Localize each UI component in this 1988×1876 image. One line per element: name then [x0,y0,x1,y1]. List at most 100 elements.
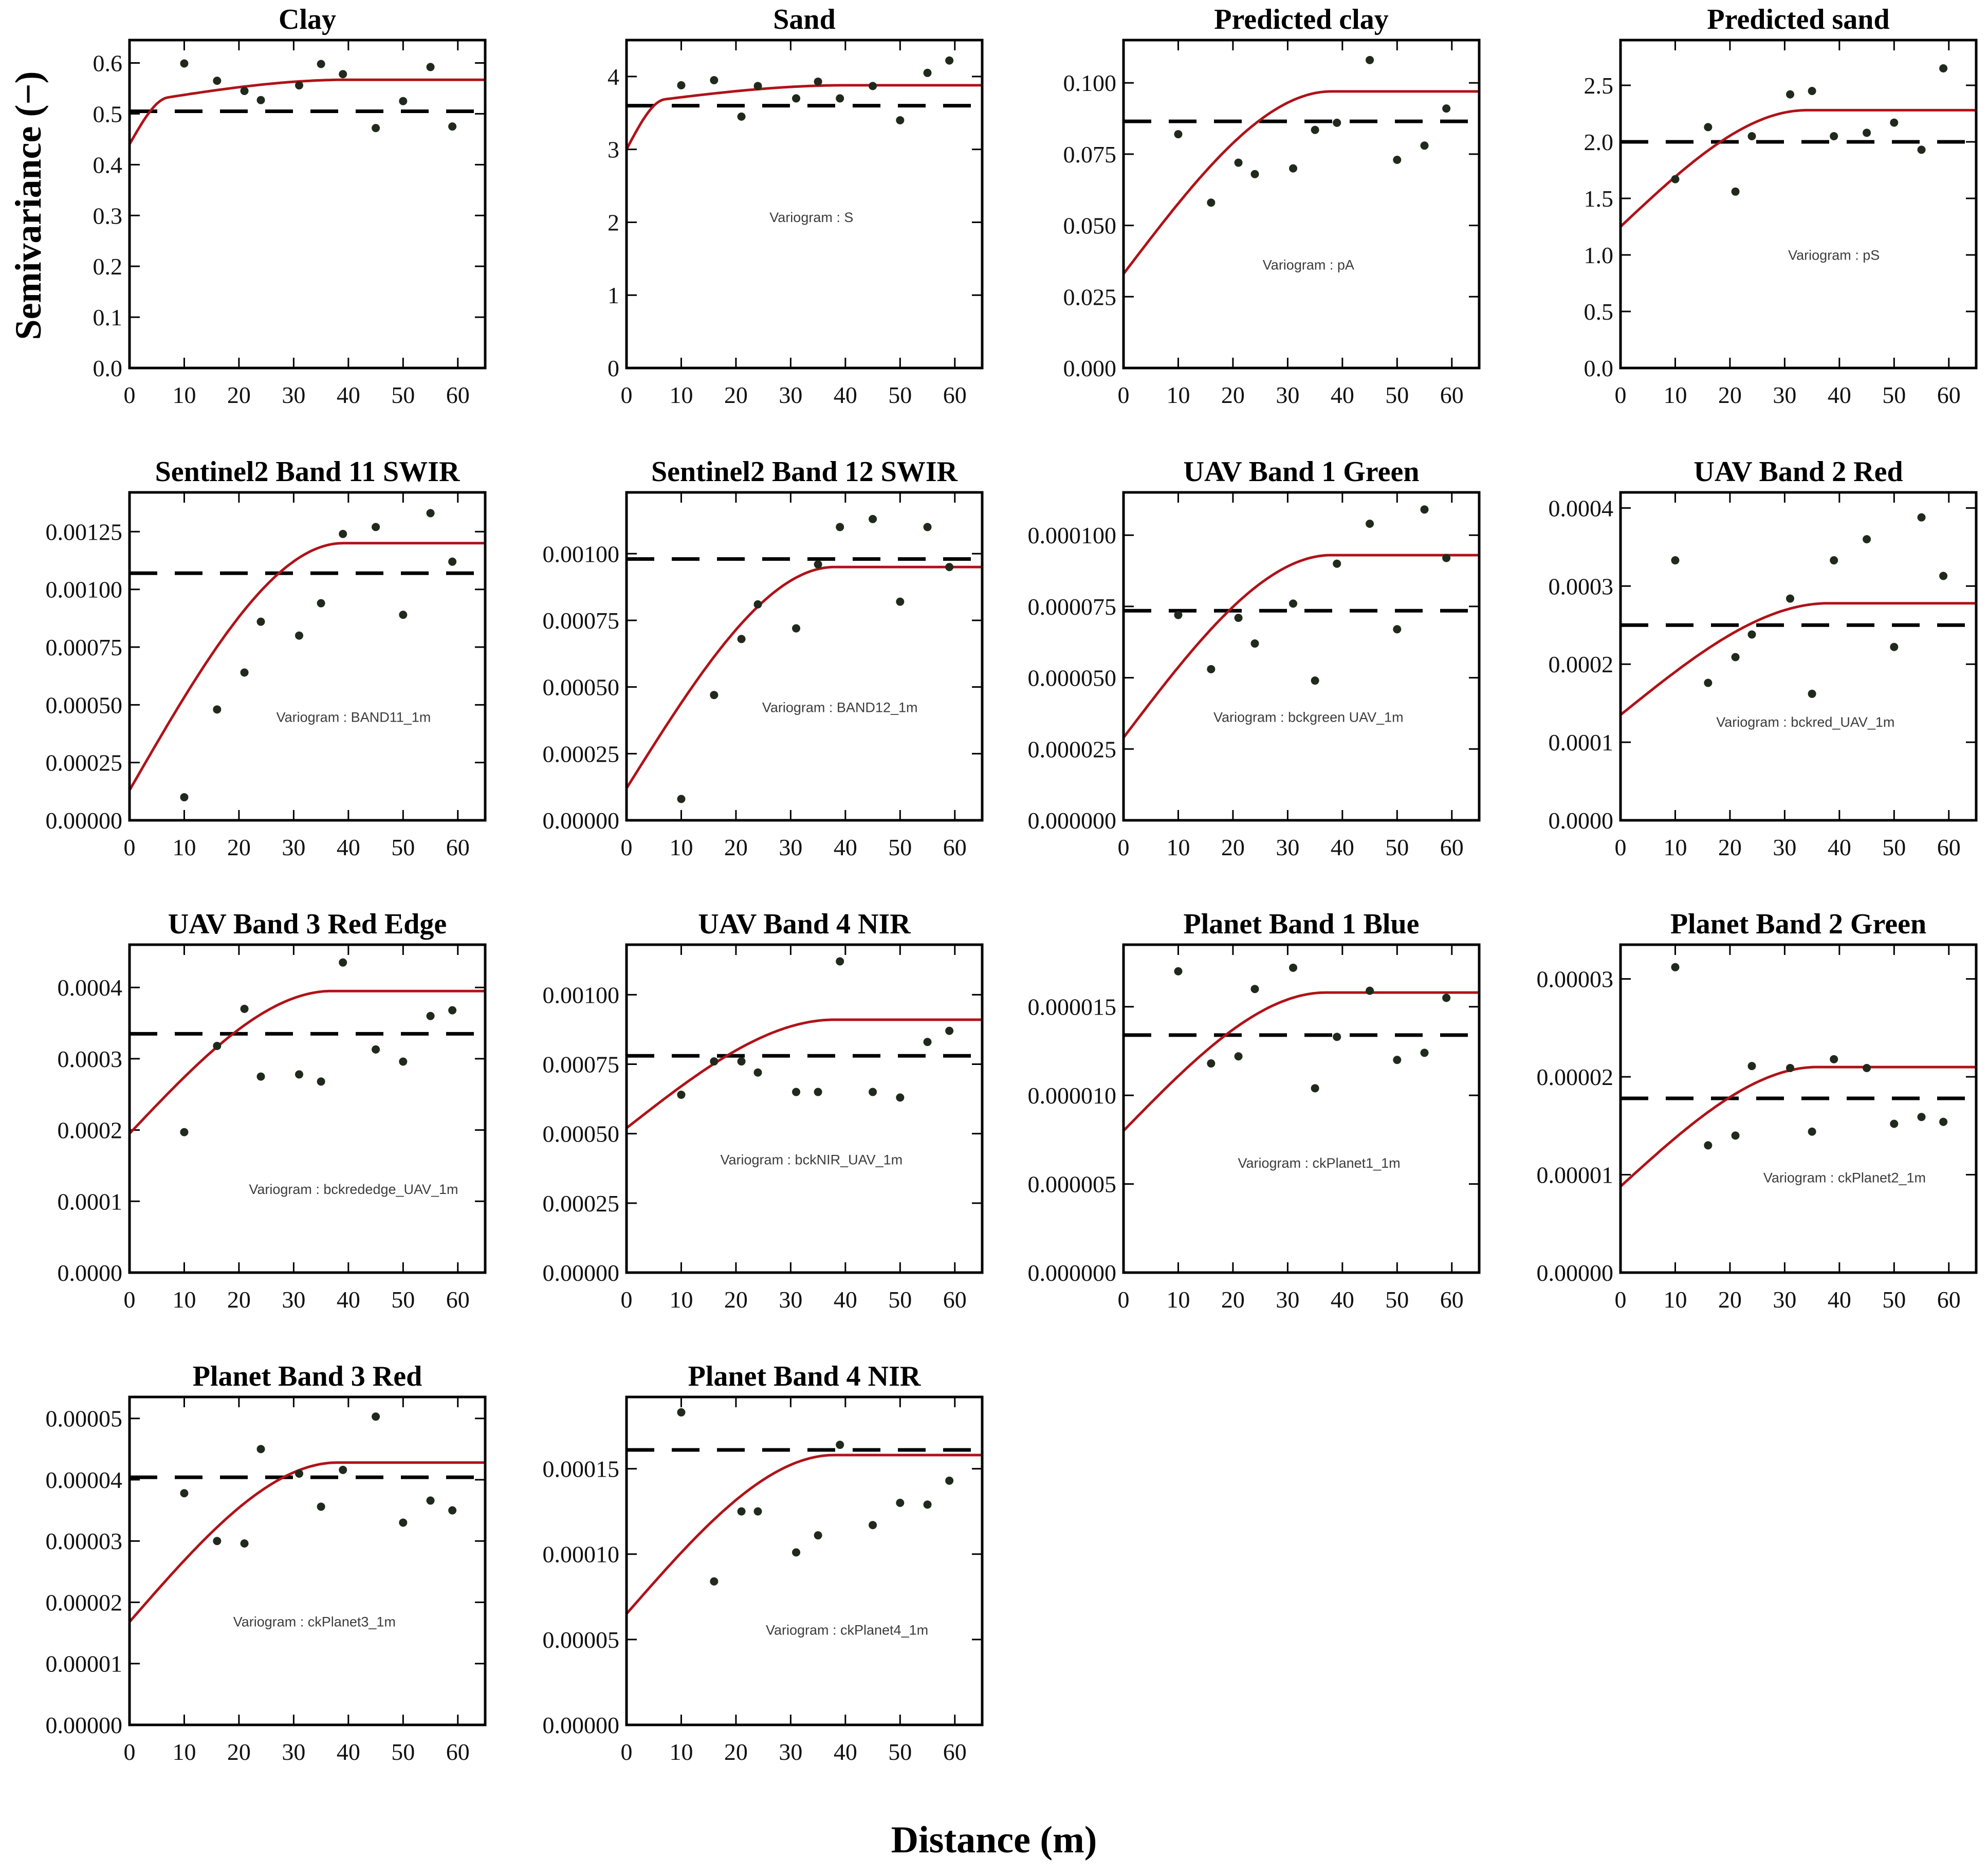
data-point [677,795,686,803]
data-point [339,529,347,538]
data-point [213,705,222,714]
x-tick-label: 40 [1828,834,1851,860]
x-tick-label: 20 [724,834,748,860]
y-tick-label: 0.00002 [1537,1064,1614,1090]
x-tick-label: 30 [282,1286,305,1313]
data-point [1234,614,1243,622]
x-tick-label: 30 [1276,834,1299,860]
x-tick-label: 50 [1385,382,1409,408]
x-tick-label: 50 [391,834,415,860]
data-point [792,624,801,633]
plot-frame [128,943,487,1274]
data-point [1311,1084,1319,1093]
data-points [1174,505,1451,685]
data-point [1333,1033,1341,1041]
y-tick-label: 0.00025 [543,1190,620,1217]
variogram-label: Variogram : S [769,210,853,225]
x-tick-label: 60 [1937,382,1961,408]
variogram-label: Variogram : bckgreen UAV_1m [1213,710,1404,725]
variogram-curve [625,565,982,789]
data-point [1890,1119,1899,1128]
data-point [814,77,822,86]
data-point [399,1518,408,1527]
data-point [1939,572,1948,580]
subplot-clay: Clay 0 10 20 30 40 50 60 0.0 0.1 0.2 0.3 0.4 0.5 0.6 [93,4,487,408]
data-point [1747,1062,1756,1071]
data-point [1420,505,1429,514]
y-tick-label: 0.00125 [46,519,123,545]
x-tick-label: 20 [724,1286,748,1313]
data-point [753,1507,762,1516]
y-tick-label: 0.000025 [1028,736,1117,762]
data-point [295,1070,304,1079]
data-point [372,1412,380,1421]
y-tick-label: 0.4 [93,152,123,178]
x-tick-label: 40 [1828,1286,1851,1313]
data-point [399,97,408,105]
variogram-label: Variogram : ckPlanet3_1m [233,1614,396,1630]
variogram-label: Variogram : BAND12_1m [762,700,918,715]
x-tick-label: 20 [724,382,748,408]
plot-title: Planet Band 3 Red [193,1360,422,1392]
data-point [1207,665,1216,673]
variogram-curve [625,1018,982,1129]
y-tick-label: 0.075 [1063,141,1117,168]
y-tick-label: 0.00100 [46,577,123,603]
variogram-label: Variogram : BAND11_1m [277,710,431,725]
y-tick-label: 0.00005 [543,1627,620,1653]
data-point [677,81,686,89]
data-point [753,1068,762,1077]
plot-title: UAV Band 2 Red [1694,456,1903,488]
x-tick-label: 60 [446,1286,470,1313]
data-point [1747,132,1756,140]
y-tick-label: 0.000005 [1028,1171,1117,1198]
x-tick-label: 60 [446,1739,470,1765]
data-point [923,68,932,77]
data-points [1671,963,1948,1150]
plot-frame [625,39,984,370]
data-point [1939,1117,1948,1126]
data-point [1808,87,1816,95]
x-tick-label: 20 [1718,1286,1742,1313]
data-point [945,56,954,65]
y-tick-label: 0.000050 [1028,665,1117,691]
x-tick-label: 10 [669,1739,693,1765]
y-tick-label: 0.0 [93,355,123,381]
y-tick-label: 2.0 [1584,129,1614,155]
data-point [240,86,249,95]
axis-ticks [1619,492,1976,821]
x-tick-label: 40 [834,1739,857,1765]
x-tick-label: 0 [1118,382,1130,408]
y-tick-label: 1 [608,282,619,308]
data-point [1704,123,1713,132]
data-point [1830,132,1838,140]
x-tick-label: 10 [669,1286,693,1313]
data-point [792,94,801,103]
data-point [710,1577,719,1586]
data-points [677,1408,954,1586]
data-point [426,1011,435,1020]
data-point [1442,104,1451,113]
data-point [923,1500,932,1509]
data-point [1731,653,1740,661]
data-point [448,557,457,566]
y-tick-label: 0.3 [93,203,123,229]
plot-cell-clay: Clay 0 10 20 30 40 50 60 0.0 0.1 0.2 0.3 0.4 0.5 0.6 [0,0,497,452]
data-point [448,1506,457,1515]
y-tick-label: 0.6 [93,50,123,77]
x-tick-label: 20 [227,834,251,860]
x-tick-label: 40 [337,1286,360,1313]
data-point [1289,963,1298,972]
y-tick-label: 0.5 [1584,299,1614,325]
data-point [339,70,347,79]
data-point [1917,1113,1926,1121]
y-tick-label: 0.00100 [543,982,620,1008]
data-point [1671,963,1680,971]
plot-frame [1122,39,1481,370]
y-tick-label: 0.0001 [1549,729,1614,756]
y-tick-label: 0.00002 [46,1589,123,1615]
data-point [945,563,954,572]
x-tick-label: 50 [1385,834,1409,860]
data-point [372,523,380,531]
x-tick-label: 60 [1440,382,1464,408]
